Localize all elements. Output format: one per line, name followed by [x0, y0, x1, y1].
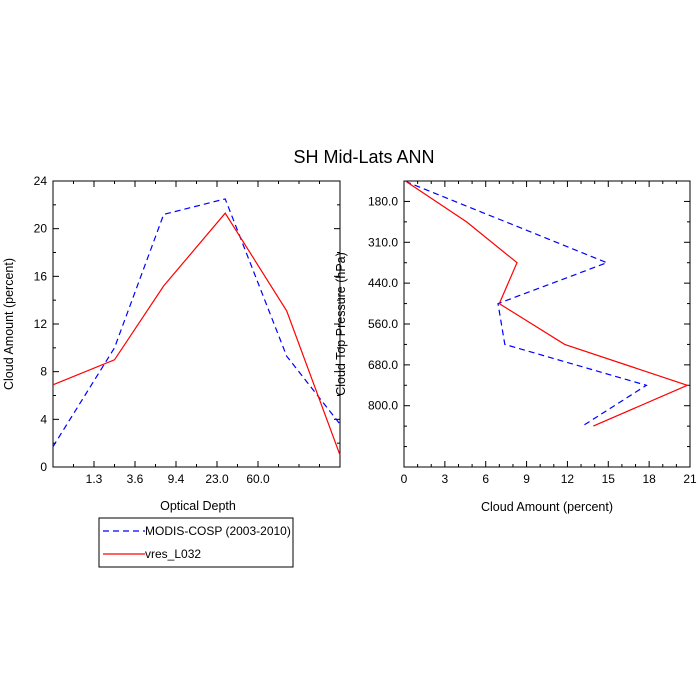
left-x-tick-label: 1.3	[86, 472, 103, 486]
right-panel: 0 3 6 9 12 15 18 21 180.0 310.0 440.0 560.0 680.0 800…	[334, 180, 697, 514]
right-x-axis-label: Cloud Amount (percent)	[481, 500, 613, 514]
left-series-modis-line	[52, 198, 341, 448]
left-y-tick-label: 4	[40, 412, 47, 426]
right-x-tick-label: 15	[602, 472, 616, 486]
left-panel: 0 4 8 12 16 20 24 1.3 3.6 9.4 23.0 60.0 Optical Dep…	[2, 174, 341, 513]
left-y-tick-label: 24	[34, 174, 48, 188]
left-y-tick-label: 20	[34, 222, 48, 236]
right-series-modis-line	[405, 180, 648, 427]
figure-title: SH Mid-Lats ANN	[293, 147, 434, 167]
right-y-tick-label: 180.0	[368, 194, 398, 208]
left-y-tick-label: 16	[34, 269, 48, 283]
right-x-tick-label: 21	[683, 472, 697, 486]
right-plot-frame	[403, 180, 691, 468]
right-y-axis-label: Cloud Top Pressure (hPa)	[334, 252, 348, 396]
left-y-axis-label: Cloud Amount (percent)	[2, 258, 16, 390]
legend-box	[98, 517, 294, 568]
right-x-tick-label: 0	[401, 472, 408, 486]
left-plot-frame	[52, 180, 341, 468]
left-series-vres-line	[52, 212, 341, 456]
right-series-vres-line	[405, 180, 689, 427]
right-x-tick-label: 18	[642, 472, 656, 486]
left-x-tick-label: 3.6	[127, 472, 144, 486]
right-y-tick-label: 440.0	[368, 276, 398, 290]
legend: MODIS-COSP (2003-2010) vres_L032	[98, 517, 294, 568]
right-y-tick-label: 560.0	[368, 317, 398, 331]
left-y-tick-label: 12	[34, 317, 48, 331]
right-y-tick-label: 310.0	[368, 235, 398, 249]
left-x-axis-label: Optical Depth	[160, 499, 236, 513]
right-x-tick-label: 3	[442, 472, 449, 486]
legend-label-modis: MODIS-COSP (2003-2010)	[145, 524, 291, 538]
left-x-tick-label: 9.4	[168, 472, 185, 486]
right-y-tick-label: 800.0	[368, 399, 398, 413]
right-x-tick-label: 9	[523, 472, 530, 486]
right-x-tick-label: 12	[561, 472, 575, 486]
left-y-tick-label: 0	[40, 460, 47, 474]
left-plot-area: 0 4 8 12 16 20 24 1.3 3.6 9.4 23.0 60.0	[34, 174, 341, 486]
left-x-tick-label: 23.0	[205, 472, 229, 486]
left-y-tick-label: 8	[40, 365, 47, 379]
left-x-tick-label: 60.0	[246, 472, 270, 486]
right-y-tick-label: 680.0	[368, 358, 398, 372]
legend-label-vres: vres_L032	[145, 547, 201, 561]
right-plot-area: 0 3 6 9 12 15 18 21 180.0 310.0 440.0 560.0 680.0 800…	[368, 180, 697, 486]
right-x-tick-label: 6	[482, 472, 489, 486]
